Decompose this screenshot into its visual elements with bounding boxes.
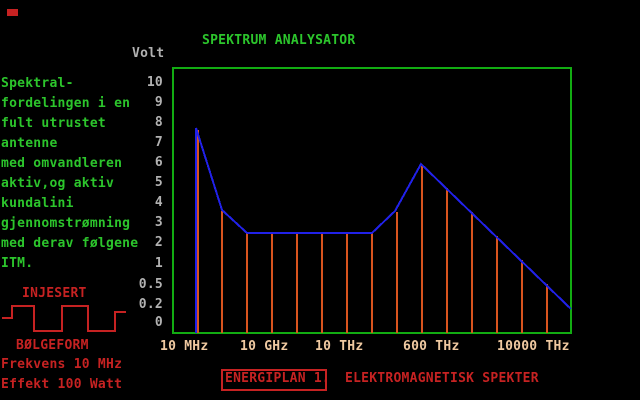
text-cursor-block (7, 9, 18, 16)
x-tick-label: 10000 THz (497, 339, 570, 354)
y-tick-label: 4 (154, 195, 163, 210)
y-tick-label: 1 (154, 256, 163, 271)
injected-power-value: Effekt 100 Watt (1, 377, 123, 392)
left-text-line: ITM. (1, 256, 34, 271)
x-tick-label: 10 GHz (240, 339, 289, 354)
y-tick-label: 0.5 (138, 277, 163, 292)
y-tick-label: 5 (154, 175, 163, 190)
left-text-line: med derav følgene (1, 236, 139, 251)
injected-frequency-value: Frekvens 10 MHz (1, 357, 123, 372)
left-text-line: gjennomstrømning (1, 216, 131, 231)
y-tick-label: 8 (154, 115, 163, 130)
left-text-line: med omvandleren (1, 156, 123, 171)
x-tick-label: 10 THz (315, 339, 364, 354)
y-tick-label: 10 (146, 75, 163, 90)
chart-plot-frame (172, 67, 572, 334)
y-tick-label: 9 (154, 95, 163, 110)
chart-title: SPEKTRUM ANALYSATOR (202, 33, 356, 48)
left-text-line: kundalini (1, 196, 74, 211)
energy-plan-box (221, 369, 327, 391)
y-tick-label: 7 (154, 135, 163, 150)
y-tick-label: 6 (154, 155, 163, 170)
left-text-line: Spektral- (1, 76, 74, 91)
left-text-line: fult utrustet (1, 116, 106, 131)
y-tick-label: 3 (154, 215, 163, 230)
waveform-caption: BØLGEFORM (16, 338, 89, 353)
y-tick-label: 2 (154, 235, 163, 250)
x-tick-label: 10 MHz (160, 339, 209, 354)
energy-plan-label: ENERGIPLAN 1. (225, 371, 330, 386)
x-tick-label: 600 THz (403, 339, 460, 354)
y-axis-unit-label: Volt (132, 46, 165, 61)
square-wave-shape (2, 305, 126, 332)
left-text-line: antenne (1, 136, 58, 151)
spectrum-footer-label: ELEKTROMAGNETISK SPEKTER (345, 371, 539, 386)
left-text-line: aktiv,og aktiv (1, 176, 115, 191)
y-tick-label: 0 (154, 315, 163, 330)
injected-signal-title: INJESERT (22, 286, 87, 301)
y-tick-label: 0.2 (138, 297, 163, 312)
left-text-line: fordelingen i en (1, 96, 131, 111)
